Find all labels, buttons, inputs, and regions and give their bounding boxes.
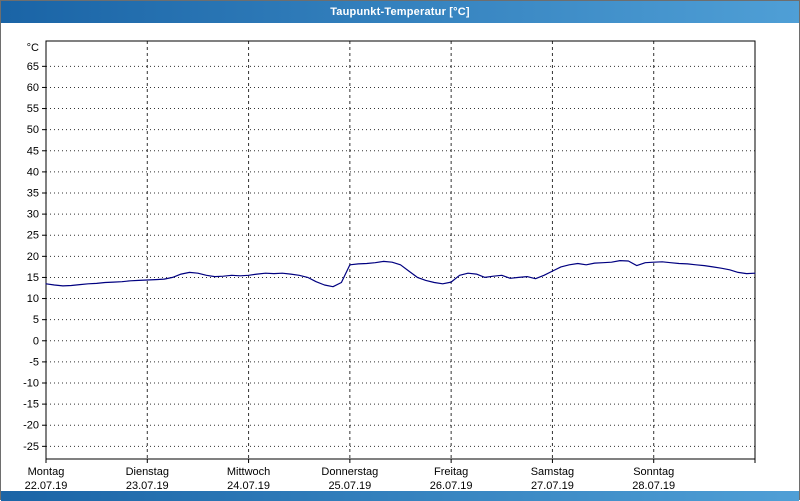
y-tick-label: 60 [27,82,39,94]
x-day-label: Samstag [531,466,574,478]
title-bar[interactable]: Taupunkt-Temperatur [°C] [1,1,799,23]
x-date-label: 26.07.19 [430,480,473,491]
y-tick-label: 30 [27,209,39,221]
bottom-bar [1,491,799,501]
chart-title: Taupunkt-Temperatur [°C] [330,6,470,18]
y-tick-label: 0 [33,335,39,347]
x-date-label: 23.07.19 [126,480,169,491]
y-tick-label: -5 [29,356,39,368]
x-day-label: Dienstag [126,466,169,478]
y-tick-label: 10 [27,293,39,305]
chart-svg: 65605550454035302520151050-5-10-15-20-25… [23,40,756,491]
y-tick-label: 40 [27,166,39,178]
plot-background [46,41,755,459]
y-tick-label: 45 [27,145,39,157]
plot-border [45,40,756,460]
x-date-label: 22.07.19 [25,480,68,491]
x-day-label: Montag [28,466,65,478]
y-tick-label: 50 [27,124,39,136]
y-tick-label: -25 [23,441,39,453]
y-tick-label: -20 [23,420,39,432]
x-day-label: Freitag [434,466,468,478]
y-tick-label: 35 [27,188,39,200]
y-tick-label: 15 [27,272,39,284]
x-day-label: Mittwoch [227,466,270,478]
y-tick-label: 20 [27,251,39,263]
y-tick-label: 5 [33,314,39,326]
dewpoint-line [45,260,756,288]
y-axis-unit-label: °C [27,42,39,54]
x-day-label: Donnerstag [321,466,378,478]
y-tick-label: 25 [27,230,39,242]
y-tick-label: 65 [27,61,39,73]
x-date-label: 28.07.19 [632,480,675,491]
chart-area: 65 60 55 50 45 40 35 30 25 20 15 10 5 0 -5 -10 -15 -20 -25… [1,23,799,491]
y-tick-label: 55 [27,103,39,115]
x-date-label: 24.07.19 [227,480,270,491]
y-tick-label: -10 [23,378,39,390]
x-date-label: 27.07.19 [531,480,574,491]
x-day-label: Sonntag [633,466,674,478]
x-date-label: 25.07.19 [328,480,371,491]
y-tick-label: -15 [23,399,39,411]
